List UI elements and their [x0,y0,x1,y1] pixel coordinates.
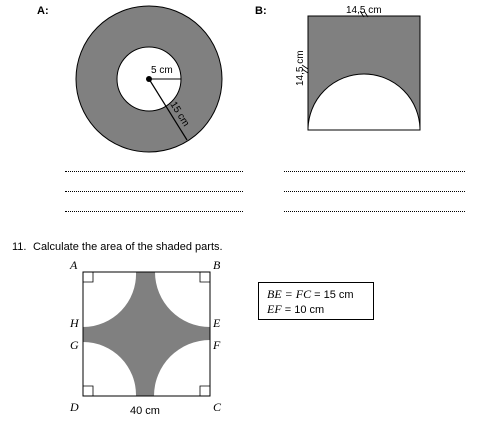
question-text: Calculate the area of the shaded parts. [33,241,223,253]
answer-line-b1[interactable] [284,171,465,172]
label-d: D [70,400,79,414]
answer-line-a1[interactable] [65,171,243,172]
question-number: 11. [12,241,27,253]
square-q11-border [82,271,211,397]
given-info-box: BE = FC = 15 cm EF = 10 cm [258,282,374,320]
info-line-2: EF = 10 cm [267,302,325,316]
label-e: E [213,316,221,330]
corner-mark-d [83,385,94,396]
info-line-1: BE = FC = 15 cm [267,287,354,301]
label-f: F [213,338,221,352]
semicircle-cutout [307,73,421,131]
answer-line-a3[interactable] [65,211,243,212]
top-tick-marks [359,10,369,18]
figure-b-label: B: [255,5,267,17]
corner-mark-c [199,385,210,396]
outer-radius-line [148,78,188,141]
left-side-text: 14,5 cm [295,50,306,86]
label-b: B [213,258,221,272]
answer-line-b2[interactable] [284,191,465,192]
left-tick-marks [301,64,309,74]
top-side-text: 14,5 cm [346,5,382,16]
bottom-length-label: 40 cm [130,405,160,417]
label-c: C [213,400,222,414]
label-g: G [70,338,79,352]
inner-radius-text: 5 cm [151,65,173,76]
corner-mark-b [199,272,210,283]
label-h: H [70,316,79,330]
answer-line-b3[interactable] [284,211,465,212]
answer-line-a2[interactable] [65,191,243,192]
label-a: A [70,258,78,272]
figure-a-label: A: [37,5,49,17]
shaded-star [83,272,210,396]
corner-mark-a [83,272,94,283]
